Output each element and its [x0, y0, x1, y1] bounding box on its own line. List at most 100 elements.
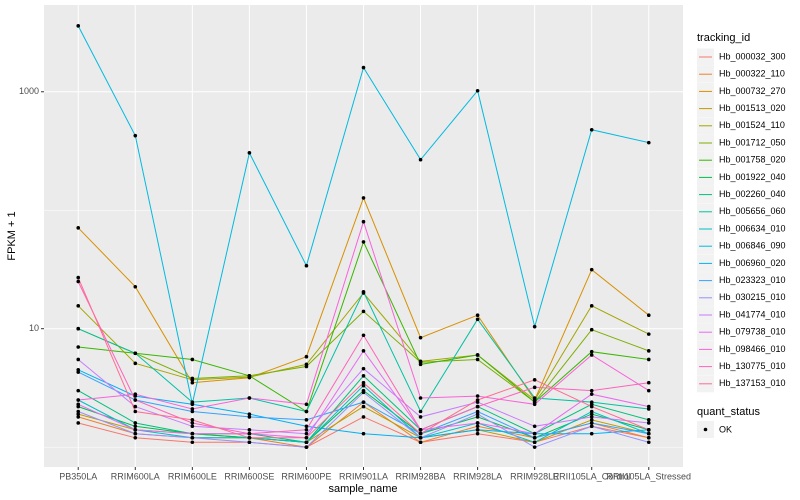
data-point	[589, 421, 594, 425]
data-point	[304, 418, 309, 422]
data-point	[76, 326, 81, 331]
data-point	[475, 431, 480, 436]
data-point	[304, 354, 309, 359]
data-point	[247, 412, 252, 416]
data-point	[475, 357, 480, 362]
data-point	[589, 418, 594, 422]
data-point	[361, 383, 366, 388]
data-point	[475, 424, 480, 429]
x-tick-label: RRII105LA_Control	[553, 471, 631, 481]
data-point	[646, 349, 651, 353]
x-tick-label: RRII105LA_Stressed	[606, 471, 691, 481]
data-point	[475, 404, 480, 409]
data-point	[190, 440, 195, 445]
legend-label: Hb_098466_010	[719, 344, 786, 354]
data-point	[76, 402, 81, 407]
data-point	[247, 151, 252, 155]
data-point	[247, 435, 252, 440]
data-point	[190, 421, 195, 425]
data-point	[418, 157, 423, 162]
data-point	[133, 404, 138, 409]
data-point	[646, 418, 651, 422]
data-point	[532, 396, 537, 400]
data-point	[475, 398, 480, 402]
x-tick-label: RRIM928LA	[453, 471, 502, 481]
legend-label: Hb_001922_040	[719, 172, 786, 182]
data-point	[133, 392, 138, 396]
legend-label: Hb_137153_010	[719, 378, 786, 388]
data-point	[646, 388, 651, 393]
legend-label: Hb_001513_020	[719, 103, 786, 113]
data-point	[190, 418, 195, 422]
data-point	[76, 345, 81, 349]
data-point	[361, 400, 366, 404]
data-point	[76, 398, 81, 402]
data-point	[304, 435, 309, 440]
data-point	[361, 431, 366, 436]
data-point	[190, 409, 195, 414]
data-point	[361, 333, 366, 338]
legend-label: Hb_023323_010	[719, 275, 786, 285]
legend-label: Hb_005656_060	[719, 206, 786, 216]
data-point	[247, 431, 252, 436]
data-point	[190, 376, 195, 381]
data-point	[589, 304, 594, 308]
legend-label: Hb_000322_110	[719, 69, 785, 79]
data-point	[589, 392, 594, 396]
legend-label: Hb_000732_270	[719, 86, 786, 96]
data-point	[532, 324, 537, 329]
data-point	[76, 304, 81, 308]
data-point	[418, 431, 423, 436]
x-tick-label: RRIM928LE	[510, 471, 559, 481]
data-point	[589, 412, 594, 416]
data-point	[76, 421, 81, 425]
legend-label: Hb_002260_040	[719, 189, 786, 199]
data-point	[76, 279, 81, 284]
data-point	[76, 24, 81, 28]
legend-label: Hb_130775_010	[719, 361, 786, 371]
data-point	[247, 396, 252, 400]
data-point	[646, 357, 651, 362]
legend-label: OK	[719, 424, 732, 434]
legend-label: Hb_041774_010	[719, 309, 786, 319]
legend-label: Hb_006846_090	[719, 241, 786, 251]
data-point	[475, 88, 480, 93]
data-point	[76, 388, 81, 393]
legend-label: Hb_030215_010	[719, 292, 786, 302]
data-point	[76, 226, 81, 230]
data-point	[76, 370, 81, 374]
data-point	[475, 313, 480, 317]
data-point	[646, 380, 651, 385]
data-point	[418, 362, 423, 367]
data-point	[589, 327, 594, 332]
data-point	[304, 409, 309, 414]
data-point	[532, 424, 537, 429]
data-point	[133, 361, 138, 366]
data-point	[418, 409, 423, 414]
data-point	[190, 424, 195, 429]
data-point	[361, 349, 366, 353]
data-point	[475, 394, 480, 398]
data-point	[76, 409, 81, 414]
data-point	[304, 428, 309, 432]
data-point	[361, 415, 366, 419]
data-point	[304, 364, 309, 369]
data-point	[589, 127, 594, 132]
data-point	[133, 284, 138, 289]
data-point	[304, 431, 309, 436]
legend-label: Hb_006634_010	[719, 223, 786, 233]
data-point	[247, 374, 252, 378]
data-point	[646, 435, 651, 440]
data-point	[133, 351, 138, 356]
data-point	[133, 428, 138, 432]
data-point	[133, 409, 138, 414]
data-point	[475, 421, 480, 425]
data-point	[247, 415, 252, 419]
data-point	[361, 289, 366, 294]
data-point	[589, 388, 594, 393]
data-point	[190, 402, 195, 407]
data-point	[361, 196, 366, 200]
data-point	[589, 415, 594, 419]
data-point	[361, 390, 366, 395]
